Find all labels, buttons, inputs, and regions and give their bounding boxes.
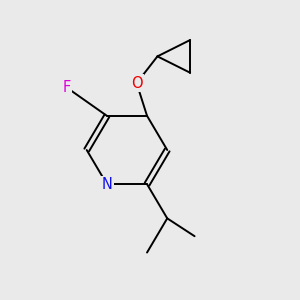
Text: O: O [131, 76, 142, 91]
Text: F: F [63, 80, 71, 95]
Text: N: N [101, 177, 112, 192]
